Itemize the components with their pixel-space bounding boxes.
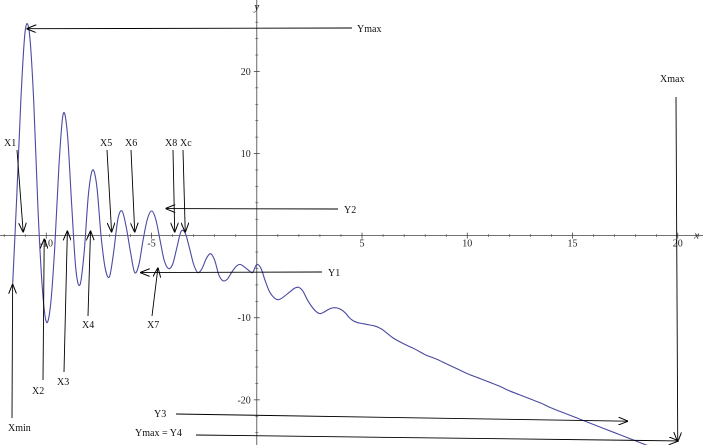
annotation-label-x5: X5 — [100, 138, 112, 149]
x-tick-label: -5 — [147, 239, 155, 250]
annotation-arrow-x7 — [151, 268, 158, 317]
x-tick-label: -10 — [40, 239, 53, 250]
annotation-label-xc: Xc — [180, 138, 192, 149]
annotation-label-x1: X1 — [4, 138, 16, 149]
annotation-arrow-ymax-y4 — [195, 434, 678, 441]
y-tick-label: -20 — [237, 395, 250, 406]
annotation-arrow-x8 — [173, 149, 175, 232]
annotation-label-ymax: Ymax — [357, 24, 381, 35]
x-tick-label: 10 — [462, 239, 472, 250]
y-tick-label: -10 — [237, 313, 250, 324]
annotation-arrow-xmax — [676, 96, 678, 441]
y-tick-label: 20 — [241, 67, 251, 78]
annotation-label-x3: X3 — [57, 377, 69, 388]
annotation-arrow-x6 — [131, 149, 135, 232]
annotation-arrow-x5 — [106, 149, 112, 232]
x-tick-label: 20 — [673, 239, 683, 250]
y-axis-label: y — [253, 1, 259, 13]
annotation-label-xmin: Xmin — [8, 423, 31, 434]
x-axis-label: x — [693, 230, 699, 242]
annotation-label-y1: Y1 — [328, 268, 340, 279]
annotation-arrow-xc — [183, 149, 185, 232]
annotation-arrow-x2 — [43, 240, 44, 381]
annotation-arrow-ymax — [27, 28, 353, 29]
x-tick-label: 15 — [568, 239, 578, 250]
annotation-label-x2: X2 — [32, 386, 44, 397]
annotation-arrow-y3 — [175, 413, 627, 421]
annotation-label-y3: Y3 — [154, 409, 166, 420]
annotation-label-y2: Y2 — [344, 205, 356, 216]
data-curve — [12, 23, 648, 445]
annotation-label-xmax: Xmax — [660, 74, 684, 85]
annotation-arrow-x4 — [88, 232, 91, 317]
annotation-arrow-x3 — [64, 232, 67, 373]
y-tick-label: 10 — [241, 149, 251, 160]
annotation-label-ymax-y4: Ymax = Y4 — [135, 428, 182, 439]
annotation-arrow-xmin — [12, 285, 13, 419]
annotation-arrow-y1 — [141, 272, 323, 273]
annotation-label-x7: X7 — [147, 320, 159, 331]
x-tick-label: 5 — [360, 239, 365, 250]
annotation-label-x6: X6 — [125, 138, 137, 149]
annotation-label-x4: X4 — [82, 320, 94, 331]
annotation-arrow-x1 — [16, 149, 23, 232]
annotation-label-x8: X8 — [165, 138, 177, 149]
